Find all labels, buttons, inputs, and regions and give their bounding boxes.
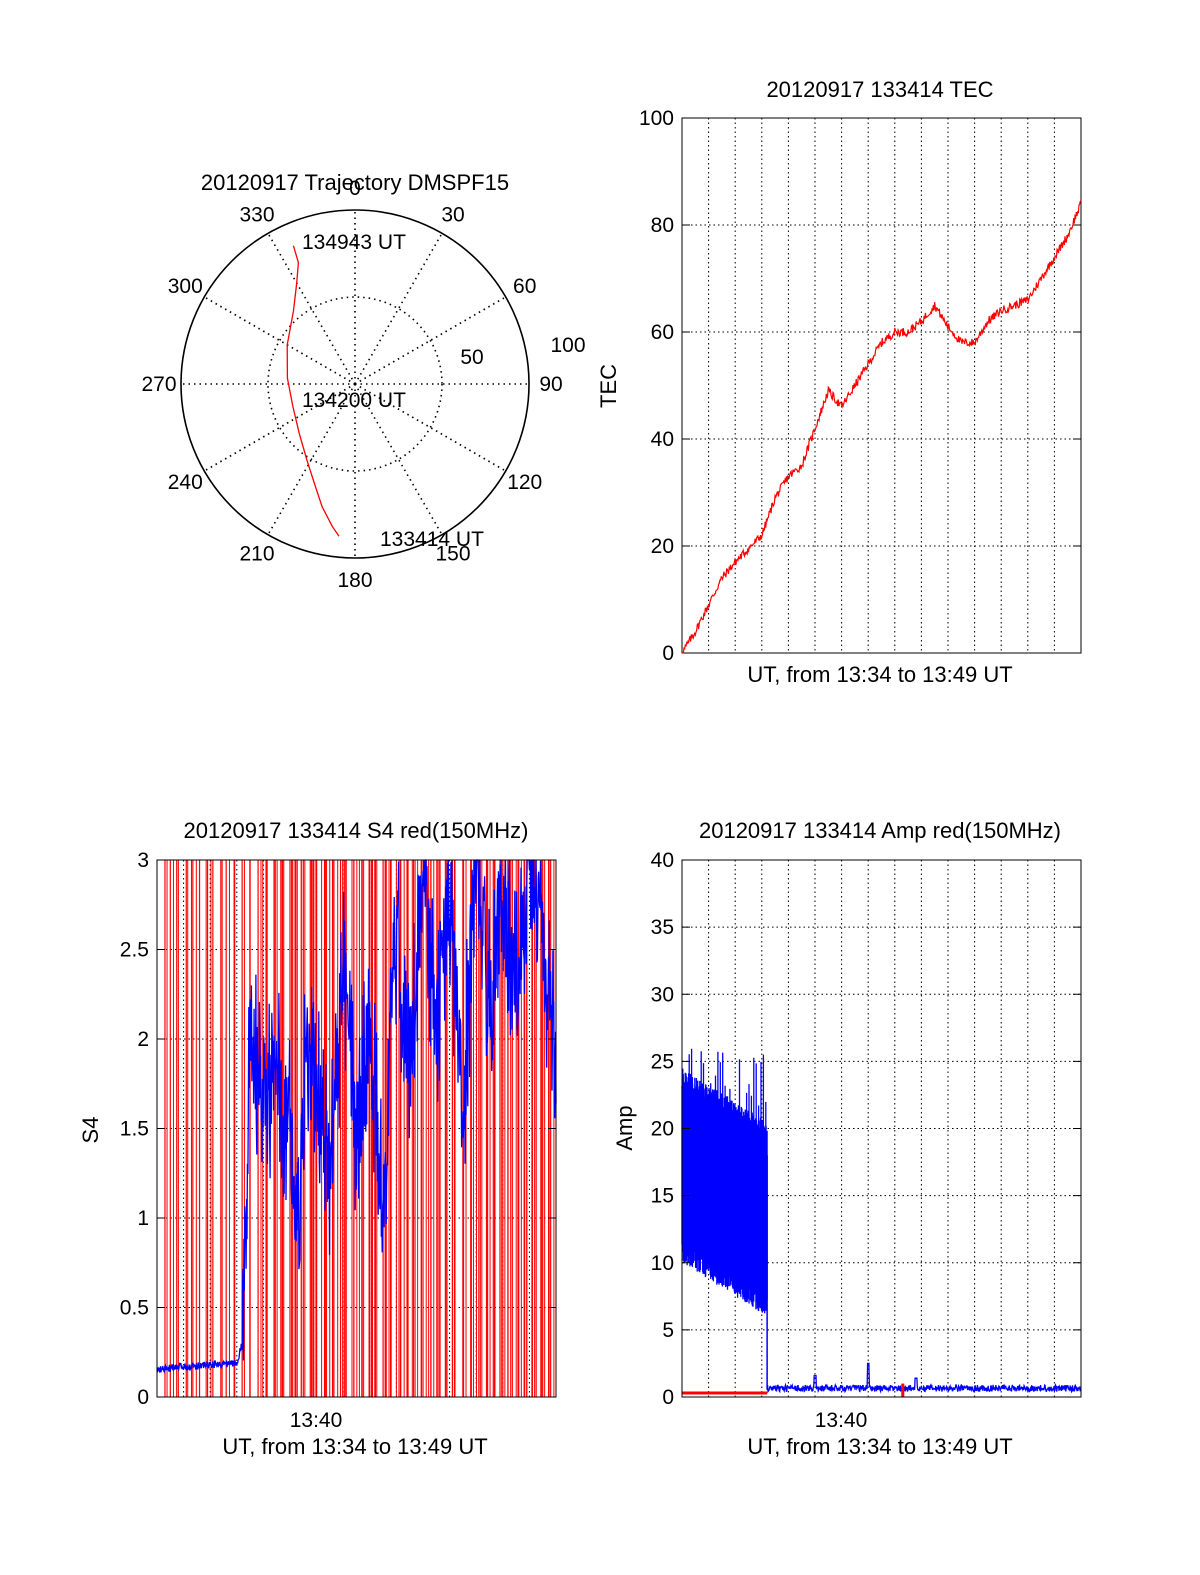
amp-blue-block xyxy=(681,1048,768,1314)
radial-label-50: 50 xyxy=(460,346,483,369)
tec-ytick-label: 80 xyxy=(651,214,674,237)
amp-ytick-label: 0 xyxy=(662,1386,674,1409)
tec-title: 20120917 133414 TEC xyxy=(766,77,993,102)
amp-ytick-label: 25 xyxy=(651,1050,674,1073)
annotation-end-time: 134943 UT xyxy=(302,231,406,254)
amp-blue-tail xyxy=(766,1362,1082,1394)
polar-spoke-240 xyxy=(203,383,356,472)
polar-angle-label-60: 60 xyxy=(513,275,536,298)
tec-x-axis-label: UT, from 13:34 to 13:49 UT xyxy=(747,662,1012,687)
tec-ytick-label: 40 xyxy=(651,428,674,451)
annotation-mid-time: 134200 UT xyxy=(302,389,406,412)
s4-title: 20120917 133414 S4 red(150MHz) xyxy=(184,818,529,843)
annotation-start-time: 133414 UT xyxy=(380,528,484,551)
tec-y-axis-label: TEC xyxy=(596,364,621,408)
polar-trajectory-panel: 20120917 Trajectory DMSPF15 0 30 60 90 120 15… xyxy=(141,170,585,592)
s4-blue-series xyxy=(156,859,557,1374)
polar-angle-label-270: 270 xyxy=(141,373,176,396)
s4-panel: 20120917 133414 S4 red(150MHz) 0 0.5 1 1.5 2… xyxy=(78,818,557,1459)
amp-x-tick-1340: 13:40 xyxy=(815,1409,868,1432)
amp-panel: 20120917 133414 Amp red(150MHz) 0 5 10 15 20… xyxy=(612,818,1082,1459)
tec-ytick-label: 100 xyxy=(639,107,674,130)
amp-y-axis-label: Amp xyxy=(612,1105,637,1150)
amp-grid xyxy=(682,860,1081,1397)
tec-plot-frame xyxy=(681,117,1082,654)
polar-angle-label-0: 0 xyxy=(349,177,361,200)
polar-spoke-330 xyxy=(267,232,356,385)
tec-ytick-label: 20 xyxy=(651,535,674,558)
polar-spoke-30 xyxy=(354,232,443,385)
amp-ytick-label: 10 xyxy=(651,1252,674,1275)
s4-ytick-label: 2 xyxy=(137,1028,149,1051)
s4-x-tick-1340: 13:40 xyxy=(290,1409,343,1432)
polar-angle-label-120: 120 xyxy=(507,471,542,494)
s4-ytick-label: 2.5 xyxy=(120,939,149,962)
tec-ytick-label: 60 xyxy=(651,321,674,344)
amp-ytick-label: 30 xyxy=(651,983,674,1006)
polar-spoke-150 xyxy=(354,383,443,536)
s4-ytick-label: 0 xyxy=(137,1386,149,1409)
polar-spoke-300 xyxy=(203,296,356,385)
amp-ytick-label: 5 xyxy=(662,1319,674,1342)
polar-angle-label-240: 240 xyxy=(168,471,203,494)
s4-y-axis-label: S4 xyxy=(78,1117,103,1144)
polar-spoke-120 xyxy=(354,383,507,472)
polar-spoke-60 xyxy=(354,296,507,385)
tec-ytick-label: 0 xyxy=(662,642,674,665)
amp-ytick-label: 40 xyxy=(651,849,674,872)
polar-angle-labels: 0 30 60 90 120 150 180 210 240 270 300 330 xyxy=(141,177,562,592)
polar-spoke-210 xyxy=(267,383,356,536)
s4-ytick-label: 3 xyxy=(137,849,149,872)
polar-angle-label-330: 330 xyxy=(239,203,274,226)
polar-mid-circle xyxy=(267,296,443,472)
s4-ytick-label: 1 xyxy=(137,1207,149,1230)
amp-title: 20120917 133414 Amp red(150MHz) xyxy=(699,818,1061,843)
tec-y-ticks: 0 20 40 60 80 100 xyxy=(639,107,1081,665)
s4-ytick-label: 0.5 xyxy=(120,1297,149,1320)
polar-grid xyxy=(180,209,530,559)
tec-series-line xyxy=(682,200,1082,654)
polar-title: 20120917 Trajectory DMSPF15 xyxy=(201,170,509,195)
s4-x-axis-label: UT, from 13:34 to 13:49 UT xyxy=(222,1434,487,1459)
polar-angle-label-150: 150 xyxy=(435,543,470,566)
tec-grid xyxy=(682,118,1081,653)
amp-ytick-label: 20 xyxy=(651,1118,674,1141)
radial-label-100: 100 xyxy=(550,334,585,357)
amp-ytick-label: 15 xyxy=(651,1185,674,1208)
trajectory-line xyxy=(286,245,340,537)
amp-x-axis-label: UT, from 13:34 to 13:49 UT xyxy=(747,1434,1012,1459)
polar-angle-label-210: 210 xyxy=(239,543,274,566)
polar-outer-circle xyxy=(180,209,530,559)
amp-y-ticks: 0 5 10 15 20 25 30 35 40 xyxy=(651,849,1081,1409)
polar-angle-label-300: 300 xyxy=(168,275,203,298)
polar-angle-label-180: 180 xyxy=(337,569,372,592)
amp-ytick-label: 35 xyxy=(651,916,674,939)
s4-y-ticks: 0 0.5 1 1.5 2 2.5 3 xyxy=(120,849,556,1409)
s4-ytick-label: 1.5 xyxy=(120,1118,149,1141)
polar-angle-label-30: 30 xyxy=(441,203,464,226)
amp-series xyxy=(681,1048,1082,1397)
tec-panel: 20120917 133414 TEC 0 20 40 60 80 100 TEC UT,… xyxy=(596,77,1082,687)
polar-angle-label-90: 90 xyxy=(539,373,562,396)
